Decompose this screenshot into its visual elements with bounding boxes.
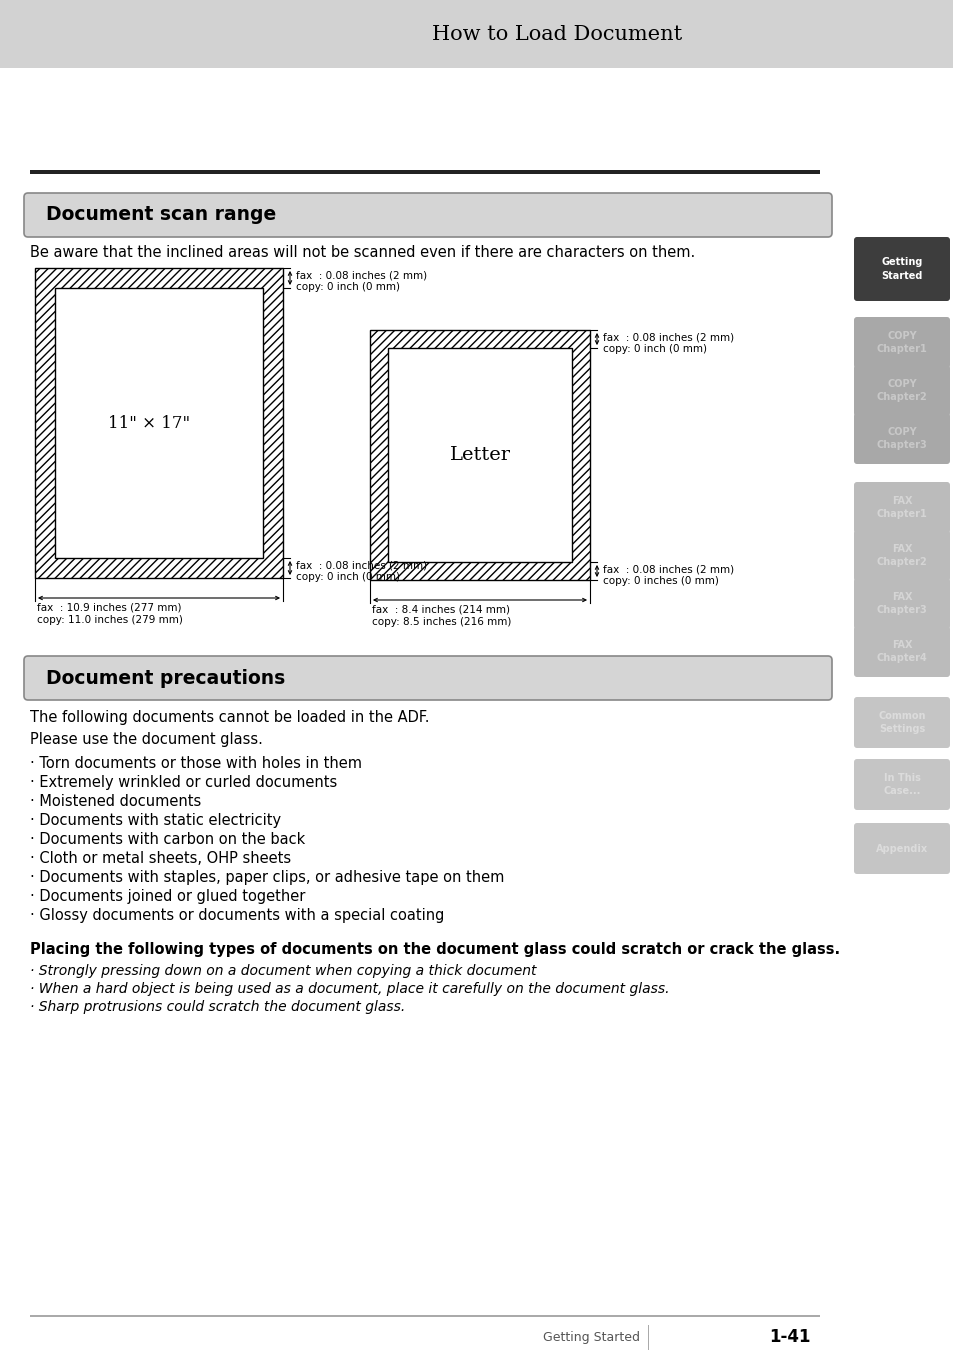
Text: fax  : 0.08 inches (2 mm): fax : 0.08 inches (2 mm): [295, 560, 427, 570]
Text: · Documents with staples, paper clips, or adhesive tape on them: · Documents with staples, paper clips, o…: [30, 869, 504, 886]
Text: fax  : 0.08 inches (2 mm): fax : 0.08 inches (2 mm): [295, 270, 427, 279]
FancyBboxPatch shape: [853, 697, 949, 748]
Text: fax  : 0.08 inches (2 mm): fax : 0.08 inches (2 mm): [602, 332, 734, 342]
Bar: [35, 269, 283, 578]
Text: COPY
Chapter1: COPY Chapter1: [876, 331, 926, 354]
Text: 11" × 17": 11" × 17": [108, 414, 190, 432]
FancyBboxPatch shape: [853, 482, 949, 533]
FancyBboxPatch shape: [853, 578, 949, 629]
Text: · When a hard object is being used as a document, place it carefully on the docu: · When a hard object is being used as a …: [30, 981, 669, 996]
Text: COPY
Chapter2: COPY Chapter2: [876, 379, 926, 402]
FancyBboxPatch shape: [853, 626, 949, 676]
Bar: [0, 0, 953, 68]
Text: Getting
Started: Getting Started: [881, 258, 922, 281]
Text: · Documents joined or glued together: · Documents joined or glued together: [30, 890, 305, 905]
Text: · Sharp protrusions could scratch the document glass.: · Sharp protrusions could scratch the do…: [30, 1000, 405, 1014]
Text: Placing the following types of documents on the document glass could scratch or : Placing the following types of documents…: [30, 942, 840, 957]
Bar: [30, 1315, 820, 1316]
Text: Document scan range: Document scan range: [46, 205, 276, 224]
Text: fax  : 10.9 inches (277 mm): fax : 10.9 inches (277 mm): [37, 603, 181, 613]
FancyBboxPatch shape: [853, 531, 949, 580]
Text: FAX
Chapter4: FAX Chapter4: [876, 640, 926, 663]
Text: copy: 0 inches (0 mm): copy: 0 inches (0 mm): [602, 576, 719, 586]
Text: Document precautions: Document precautions: [46, 668, 285, 687]
Text: · Glossy documents or documents with a special coating: · Glossy documents or documents with a s…: [30, 909, 444, 923]
FancyBboxPatch shape: [24, 193, 831, 238]
FancyBboxPatch shape: [853, 238, 949, 301]
Text: copy: 0 inch (0 mm): copy: 0 inch (0 mm): [295, 282, 399, 292]
Bar: [647, 1324, 649, 1350]
Text: copy: 0 inch (0 mm): copy: 0 inch (0 mm): [602, 344, 706, 354]
Text: · Cloth or metal sheets, OHP sheets: · Cloth or metal sheets, OHP sheets: [30, 850, 291, 865]
Text: In This
Case...: In This Case...: [882, 774, 920, 796]
Bar: [370, 329, 589, 580]
Text: copy: 8.5 inches (216 mm): copy: 8.5 inches (216 mm): [372, 617, 511, 626]
Text: copy: 11.0 inches (279 mm): copy: 11.0 inches (279 mm): [37, 616, 183, 625]
Text: The following documents cannot be loaded in the ADF.
Please use the document gla: The following documents cannot be loaded…: [30, 710, 429, 747]
Text: FAX
Chapter2: FAX Chapter2: [876, 544, 926, 567]
FancyBboxPatch shape: [853, 413, 949, 464]
Text: fax  : 8.4 inches (214 mm): fax : 8.4 inches (214 mm): [372, 605, 510, 616]
Text: How to Load Document: How to Load Document: [432, 24, 681, 43]
Text: · Moistened documents: · Moistened documents: [30, 794, 201, 809]
Text: Common
Settings: Common Settings: [878, 711, 924, 734]
FancyBboxPatch shape: [853, 824, 949, 873]
Bar: [388, 348, 572, 562]
FancyBboxPatch shape: [853, 317, 949, 369]
Text: Getting Started: Getting Started: [542, 1331, 639, 1343]
Text: · Strongly pressing down on a document when copying a thick document: · Strongly pressing down on a document w…: [30, 964, 536, 977]
FancyBboxPatch shape: [24, 656, 831, 701]
Text: Appendix: Appendix: [875, 844, 927, 853]
Text: 1-41: 1-41: [768, 1328, 810, 1346]
FancyBboxPatch shape: [853, 759, 949, 810]
Text: FAX
Chapter3: FAX Chapter3: [876, 591, 926, 616]
Text: FAX
Chapter1: FAX Chapter1: [876, 495, 926, 520]
Text: Be aware that the inclined areas will not be scanned even if there are character: Be aware that the inclined areas will no…: [30, 244, 695, 261]
Text: Letter: Letter: [449, 446, 510, 464]
Text: fax  : 0.08 inches (2 mm): fax : 0.08 inches (2 mm): [602, 564, 734, 574]
Bar: [30, 170, 820, 174]
Bar: [55, 288, 263, 558]
Text: · Torn documents or those with holes in them: · Torn documents or those with holes in …: [30, 756, 361, 771]
Text: · Extremely wrinkled or curled documents: · Extremely wrinkled or curled documents: [30, 775, 337, 790]
Text: · Documents with static electricity: · Documents with static electricity: [30, 813, 281, 828]
Text: COPY
Chapter3: COPY Chapter3: [876, 427, 926, 450]
Text: copy: 0 inch (0 mm): copy: 0 inch (0 mm): [295, 572, 399, 582]
Text: · Documents with carbon on the back: · Documents with carbon on the back: [30, 832, 305, 846]
FancyBboxPatch shape: [853, 364, 949, 416]
